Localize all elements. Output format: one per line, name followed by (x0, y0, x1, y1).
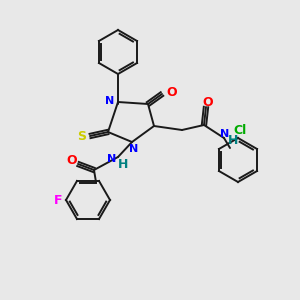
Text: O: O (203, 95, 213, 109)
Text: O: O (67, 154, 77, 167)
Text: H: H (228, 134, 238, 148)
Text: O: O (166, 85, 177, 98)
Text: N: N (105, 96, 115, 106)
Text: N: N (129, 144, 139, 154)
Text: H: H (118, 158, 128, 172)
Text: S: S (77, 130, 86, 142)
Text: F: F (54, 194, 62, 206)
Text: N: N (107, 154, 117, 164)
Text: N: N (220, 129, 230, 139)
Text: Cl: Cl (233, 124, 247, 136)
